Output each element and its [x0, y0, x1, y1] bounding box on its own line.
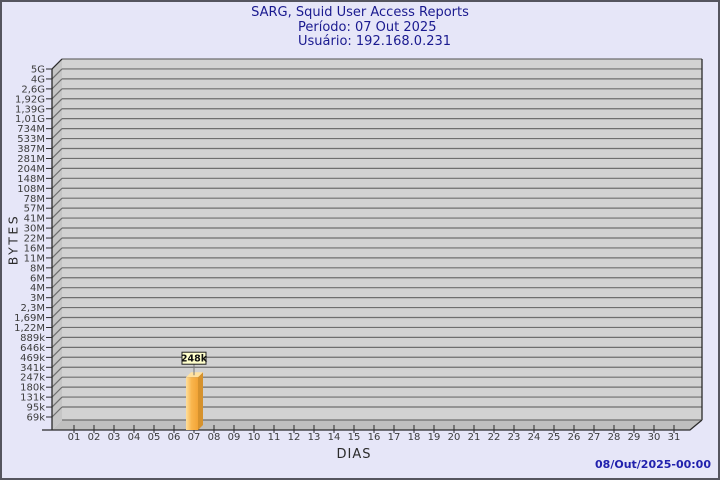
y-tick-label: 78M: [24, 194, 45, 205]
x-tick-label: 14: [328, 432, 341, 443]
y-tick-label: 180k: [20, 383, 45, 394]
x-tick-label: 29: [628, 432, 641, 443]
y-tick-label: 108M: [17, 184, 45, 195]
generated-timestamp: 08/Out/2025-00:00: [595, 458, 711, 471]
y-tick-label: 4M: [30, 283, 45, 294]
x-tick-label: 02: [88, 432, 101, 443]
report-period: Período: 07 Out 2025: [298, 20, 437, 35]
bar-side: [198, 372, 203, 430]
x-tick-label: 17: [388, 432, 401, 443]
y-tick-label: 30M: [24, 224, 45, 235]
x-tick-label: 22: [488, 432, 501, 443]
x-tick-label: 03: [108, 432, 121, 443]
x-tick-label: 26: [568, 432, 581, 443]
y-tick-label: 1,01G: [15, 114, 45, 125]
x-tick-label: 16: [368, 432, 381, 443]
y-tick-label: 8M: [30, 263, 45, 274]
x-tick-label: 10: [248, 432, 261, 443]
x-tick-label: 21: [468, 432, 481, 443]
x-tick-label: 09: [228, 432, 241, 443]
y-tick-label: 387M: [17, 144, 45, 155]
y-tick-label: 4G: [31, 74, 45, 85]
y-axis-title: BYTES: [5, 213, 21, 266]
plot-area: [62, 59, 702, 420]
y-tick-label: 5G: [31, 65, 45, 76]
y-tick-label: 131k: [20, 393, 45, 404]
y-tick-label: 3M: [30, 293, 45, 304]
y-tick-label: 1,39G: [15, 104, 45, 115]
x-tick-label: 30: [648, 432, 661, 443]
left-wall: [52, 59, 62, 430]
y-tick-label: 11M: [24, 253, 45, 264]
x-tick-label: 18: [408, 432, 421, 443]
bar: [186, 377, 198, 430]
report-title: SARG, Squid User Access Reports: [251, 5, 469, 20]
y-tick-label: 69k: [26, 413, 45, 424]
x-tick-label: 07: [188, 432, 201, 443]
y-tick-label: 1,92G: [15, 94, 45, 105]
x-tick-label: 28: [608, 432, 621, 443]
y-tick-label: 2,3M: [20, 303, 45, 314]
x-tick-label: 24: [528, 432, 541, 443]
y-tick-label: 889k: [20, 333, 45, 344]
y-tick-label: 2,6G: [21, 84, 45, 95]
y-tick-label: 95k: [26, 403, 45, 414]
y-tick-label: 1,69M: [14, 313, 45, 324]
x-axis-title: DIAS: [336, 447, 372, 462]
x-tick-label: 15: [348, 432, 361, 443]
y-tick-label: 41M: [24, 214, 45, 225]
y-tick-label: 734M: [17, 124, 45, 135]
y-tick-label: 469k: [20, 353, 45, 364]
x-tick-label: 04: [128, 432, 141, 443]
y-tick-label: 281M: [17, 154, 45, 165]
x-tick-label: 12: [288, 432, 301, 443]
bar-value-callout: [181, 351, 207, 365]
x-tick-label: 20: [448, 432, 461, 443]
x-tick-label: 06: [168, 432, 181, 443]
y-tick-label: 16M: [24, 243, 45, 254]
y-tick-label: 57M: [24, 204, 45, 215]
y-tick-label: 247k: [20, 373, 45, 384]
y-tick-label: 22M: [24, 234, 45, 245]
report-user: Usuário: 192.168.0.231: [298, 34, 452, 49]
floor: [52, 420, 702, 430]
x-tick-label: 27: [588, 432, 601, 443]
x-tick-label: 23: [508, 432, 521, 443]
bar-value-label: 248k: [181, 354, 208, 365]
x-tick-label: 11: [268, 432, 281, 443]
y-tick-label: 646k: [20, 343, 45, 354]
y-tick-label: 148M: [17, 174, 45, 185]
y-tick-label: 1,22M: [14, 323, 45, 334]
x-tick-label: 31: [668, 432, 681, 443]
x-tick-label: 13: [308, 432, 321, 443]
x-tick-label: 19: [428, 432, 441, 443]
x-tick-label: 05: [148, 432, 161, 443]
x-tick-label: 25: [548, 432, 561, 443]
y-tick-label: 533M: [17, 134, 45, 145]
y-tick-label: 6M: [30, 273, 45, 284]
x-tick-label: 01: [68, 432, 81, 443]
y-tick-label: 204M: [17, 164, 45, 175]
x-tick-label: 08: [208, 432, 221, 443]
y-tick-label: 341k: [20, 363, 45, 374]
